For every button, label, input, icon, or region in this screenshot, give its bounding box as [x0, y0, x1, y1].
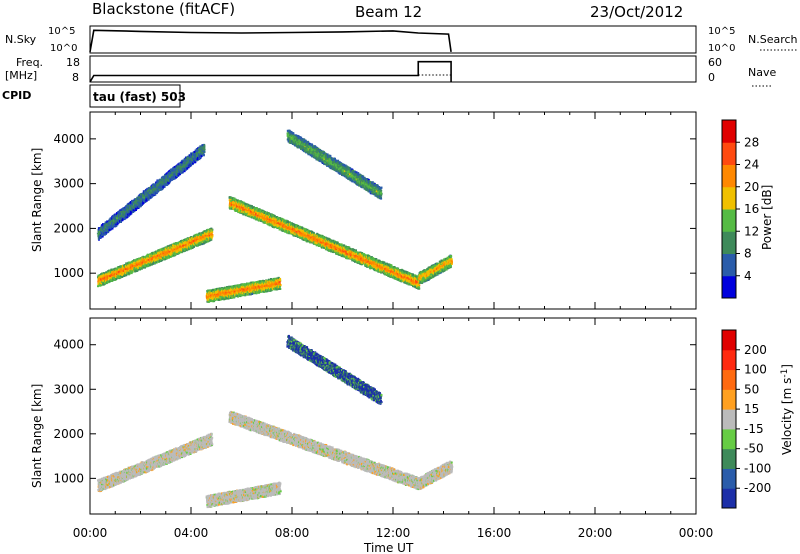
freq-series-line — [90, 62, 451, 82]
freq-label: Freq. — [16, 56, 43, 69]
data-point — [100, 284, 102, 286]
freq-tick-18: 18 — [66, 56, 80, 69]
nave-label: Nave — [748, 66, 776, 79]
power-scatter — [97, 130, 453, 303]
cpid-value: tau (fast) 503 — [93, 90, 186, 104]
data-point — [211, 234, 213, 236]
data-point — [203, 147, 205, 149]
nsearch-label: N.Search — [748, 33, 798, 46]
nsky-series-line — [90, 30, 451, 52]
station-title: Blackstone (fitACF) — [92, 0, 235, 18]
cpid-label: CPID — [2, 89, 31, 102]
nave-tick-0: 0 — [708, 71, 715, 84]
date-title: 23/Oct/2012 — [590, 3, 683, 21]
freq-tick-8: 8 — [72, 71, 79, 84]
nsky-label: N.Sky — [5, 33, 37, 46]
nsky-tick-low: 10^0 — [50, 43, 77, 54]
data-point — [203, 151, 205, 153]
beam-title: Beam 12 — [355, 3, 422, 21]
freq-unit-label: [MHz] — [5, 69, 37, 82]
nsearch-tick-high: 10^5 — [708, 26, 735, 37]
nsky-tick-high: 10^5 — [48, 26, 75, 37]
data-point — [203, 154, 205, 156]
nsky-panel-frame — [90, 26, 696, 53]
nave-tick-60: 60 — [708, 56, 722, 69]
data-point — [203, 149, 205, 151]
data-point — [210, 228, 212, 230]
freq-panel-frame — [90, 56, 696, 82]
nsearch-tick-low: 10^0 — [708, 43, 735, 54]
data-point — [130, 213, 132, 215]
